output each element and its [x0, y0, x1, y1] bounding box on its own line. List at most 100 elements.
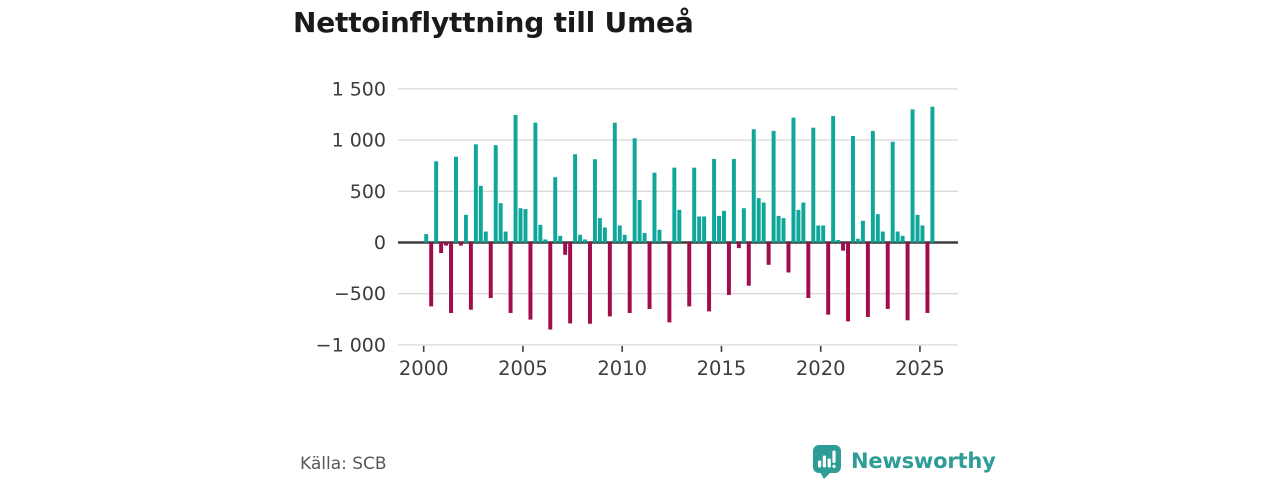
bar-positive: [836, 239, 841, 243]
bar-positive: [920, 225, 925, 243]
bar-positive: [592, 159, 597, 243]
bar-negative: [444, 242, 449, 246]
bar-positive: [622, 234, 627, 243]
bar-negative: [687, 242, 692, 307]
bar-negative: [588, 242, 592, 324]
bar-negative: [508, 242, 513, 313]
bar-negative: [736, 242, 741, 249]
bar-positive: [875, 214, 880, 243]
bar-negative: [746, 242, 751, 286]
bar-negative: [627, 242, 632, 313]
y-tick-label: 1 000: [332, 130, 386, 152]
x-tick-label: 2000: [399, 357, 449, 380]
bar-positive: [816, 225, 821, 243]
x-tick-label: 2005: [498, 357, 548, 380]
bar-negative: [841, 242, 846, 251]
bar-positive: [583, 239, 587, 243]
bar-negative: [667, 242, 672, 323]
bar-positive: [870, 130, 875, 243]
bar-negative: [488, 242, 493, 298]
bar-positive: [781, 218, 786, 243]
bar-negative: [607, 242, 612, 317]
bar-positive: [895, 231, 900, 243]
bar-positive: [473, 144, 478, 243]
y-tick-label: 500: [350, 181, 386, 203]
bar-positive: [801, 202, 806, 243]
newsworthy-brand: Newsworthy: [812, 443, 996, 479]
bar-positive: [538, 224, 543, 243]
x-axis-tick-labels: 2000 2005 2010 2015 2020 2025: [399, 345, 945, 380]
bar-positive: [756, 198, 761, 243]
bar-positive: [930, 106, 935, 243]
bar-positive: [493, 145, 498, 243]
bar-positive: [851, 136, 855, 243]
bar-positive: [602, 227, 607, 243]
bar-negative: [458, 242, 463, 246]
bar-positive: [900, 235, 905, 243]
y-tick-label: 0: [374, 232, 386, 254]
newsworthy-logo-icon: [813, 445, 841, 479]
x-tick-label: 2010: [597, 357, 647, 380]
bar-positive: [553, 177, 558, 243]
bar-negative: [865, 242, 870, 317]
bar-negative: [726, 242, 731, 295]
bar-negative: [707, 242, 712, 312]
bar-positive: [776, 215, 781, 243]
bar-positive: [761, 202, 766, 243]
bar-negative: [806, 242, 811, 298]
bar-positive: [672, 167, 677, 243]
bar-positive: [642, 233, 647, 243]
bar-positive: [831, 116, 836, 243]
bar-positive: [722, 210, 726, 243]
bar-positive: [573, 154, 578, 243]
x-tick-label: 2015: [697, 357, 747, 380]
bar-positive: [821, 225, 826, 243]
bar-positive: [543, 239, 548, 243]
bar-positive: [712, 158, 717, 243]
bar-positive: [632, 138, 637, 243]
bar-positive: [717, 215, 721, 243]
brand-name: Newsworthy: [851, 449, 996, 473]
y-tick-label: 1 500: [332, 78, 386, 100]
bar-negative: [563, 242, 568, 255]
bar-positive: [498, 203, 503, 243]
bar-negative: [905, 242, 910, 321]
bar-positive: [478, 185, 483, 243]
bar-positive: [791, 117, 796, 243]
chart-title: Nettoinflyttning till Umeå: [293, 6, 694, 39]
bar-positive: [612, 122, 617, 243]
bar-positive: [597, 218, 602, 243]
bar-positive: [855, 238, 860, 243]
bar-positive: [483, 231, 488, 243]
bar-positive: [424, 234, 429, 243]
bar-positive: [796, 209, 801, 243]
bar-positive: [751, 129, 756, 243]
bar-positive: [771, 130, 776, 243]
bar-negative: [429, 242, 434, 307]
bar-positive: [558, 235, 563, 243]
y-tick-label: −1 000: [316, 334, 386, 356]
bar-positive: [741, 208, 746, 243]
bar-positive: [860, 220, 865, 243]
bar-positive: [890, 141, 895, 243]
bar-positive: [434, 161, 439, 243]
bar-series: [424, 106, 935, 330]
bar-positive: [518, 208, 523, 243]
bar-positive: [811, 127, 816, 243]
bar-positive: [523, 209, 528, 243]
bar-positive: [513, 115, 518, 243]
source-label: Källa: SCB: [300, 454, 387, 474]
y-axis-tick-labels: 1 500 1 000 500 0 −500 −1 000: [316, 78, 386, 356]
bar-positive: [692, 167, 697, 243]
bar-negative: [846, 242, 851, 322]
bar-positive: [578, 234, 583, 243]
bar-positive: [657, 229, 662, 243]
bar-negative: [568, 242, 573, 324]
bar-negative: [468, 242, 473, 310]
bar-positive: [637, 199, 642, 243]
bar-positive: [910, 109, 915, 243]
bar-negative: [528, 242, 533, 320]
bar-positive: [880, 231, 885, 243]
bar-negative: [548, 242, 553, 330]
